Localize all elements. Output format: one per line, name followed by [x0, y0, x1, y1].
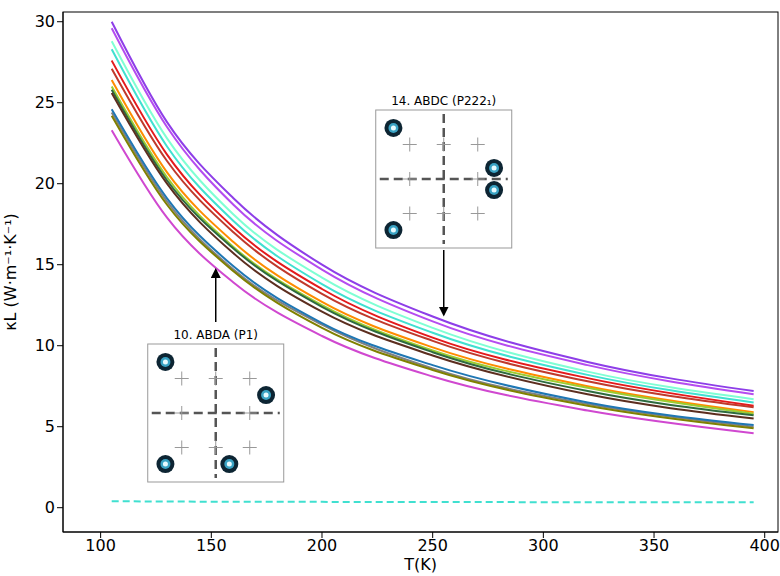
svg-text:T(K): T(K)	[403, 555, 437, 574]
svg-text:25: 25	[35, 93, 55, 112]
svg-text:250: 250	[417, 536, 448, 555]
svg-text:κL (W·m⁻¹·K⁻¹): κL (W·m⁻¹·K⁻¹)	[1, 213, 20, 331]
svg-text:15: 15	[35, 255, 55, 274]
svg-text:100: 100	[85, 536, 116, 555]
svg-text:10. ABDA (P1): 10. ABDA (P1)	[173, 328, 258, 342]
svg-text:10: 10	[35, 336, 55, 355]
svg-text:5: 5	[45, 417, 55, 436]
svg-text:400: 400	[749, 536, 780, 555]
svg-text:150: 150	[196, 536, 227, 555]
svg-text:300: 300	[528, 536, 559, 555]
svg-text:20: 20	[35, 174, 55, 193]
svg-text:200: 200	[307, 536, 338, 555]
svg-text:30: 30	[35, 12, 55, 31]
svg-text:0: 0	[45, 498, 55, 517]
svg-text:350: 350	[639, 536, 670, 555]
svg-text:14. ABDC (P222₁): 14. ABDC (P222₁)	[391, 94, 496, 108]
